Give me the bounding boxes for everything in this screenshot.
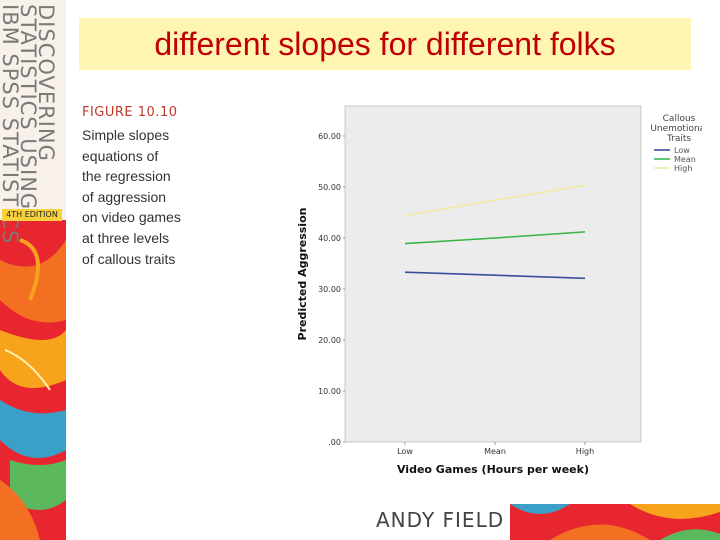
y-tick-label: 20.00 bbox=[318, 336, 341, 345]
series-lines bbox=[404, 184, 586, 280]
slide-title: different slopes for different folks bbox=[154, 26, 616, 62]
y-tick-label: 10.00 bbox=[318, 387, 341, 396]
figure-caption: Simple slopes equations of the regressio… bbox=[82, 125, 222, 269]
caption-line: of callous traits bbox=[82, 250, 176, 267]
y-tick-label: 30.00 bbox=[318, 285, 341, 294]
y-tick-label: 50.00 bbox=[318, 183, 341, 192]
corner-artwork bbox=[510, 504, 720, 540]
caption-line: Simple slopes bbox=[82, 127, 170, 143]
y-tick-label: .00 bbox=[328, 438, 341, 447]
legend-title-line: Traits bbox=[666, 134, 691, 144]
x-tick-label: Low bbox=[397, 447, 413, 456]
series-line-mean bbox=[404, 231, 586, 245]
caption-line: on video games bbox=[82, 209, 181, 226]
author-name: ANDY FIELD bbox=[376, 508, 505, 532]
x-axis-ticks: Low Mean High bbox=[397, 442, 594, 456]
caption-line: of aggression bbox=[82, 188, 167, 205]
series-line-low bbox=[404, 271, 586, 280]
series-line-high bbox=[404, 184, 586, 217]
spine-artwork bbox=[0, 220, 66, 540]
x-tick-label: Mean bbox=[484, 447, 506, 456]
caption-line: at three levels bbox=[82, 229, 170, 246]
x-tick-label: High bbox=[576, 447, 594, 456]
plot-area bbox=[344, 105, 642, 443]
x-axis-title: Video Games (Hours per week) bbox=[397, 463, 589, 476]
y-axis-ticks: .00 10.00 20.00 30.00 40.00 50.00 60.00 bbox=[318, 132, 345, 447]
spine-edition-badge: 4TH EDITION bbox=[2, 209, 62, 221]
legend-title-line: Unemotional bbox=[650, 124, 702, 134]
legend-label-mean: Mean bbox=[674, 155, 696, 164]
caption-line: equations of bbox=[82, 147, 159, 164]
caption-line: the regression bbox=[82, 168, 171, 185]
y-tick-label: 40.00 bbox=[318, 234, 341, 243]
legend-label-low: Low bbox=[674, 146, 690, 155]
legend-title-line: Callous bbox=[663, 114, 696, 124]
figure-label: FIGURE 10.10 bbox=[82, 105, 178, 120]
y-tick-label: 60.00 bbox=[318, 132, 341, 141]
book-spine: DISCOVERING STATISTICS USING IBM SPSS ST… bbox=[0, 0, 66, 540]
slide-title-box: different slopes for different folks bbox=[79, 18, 691, 70]
legend-label-high: High bbox=[674, 164, 692, 173]
spine-title-line3: IBM SPSS STATISTICS bbox=[0, 4, 22, 245]
y-axis-title: Predicted Aggression bbox=[296, 208, 309, 341]
